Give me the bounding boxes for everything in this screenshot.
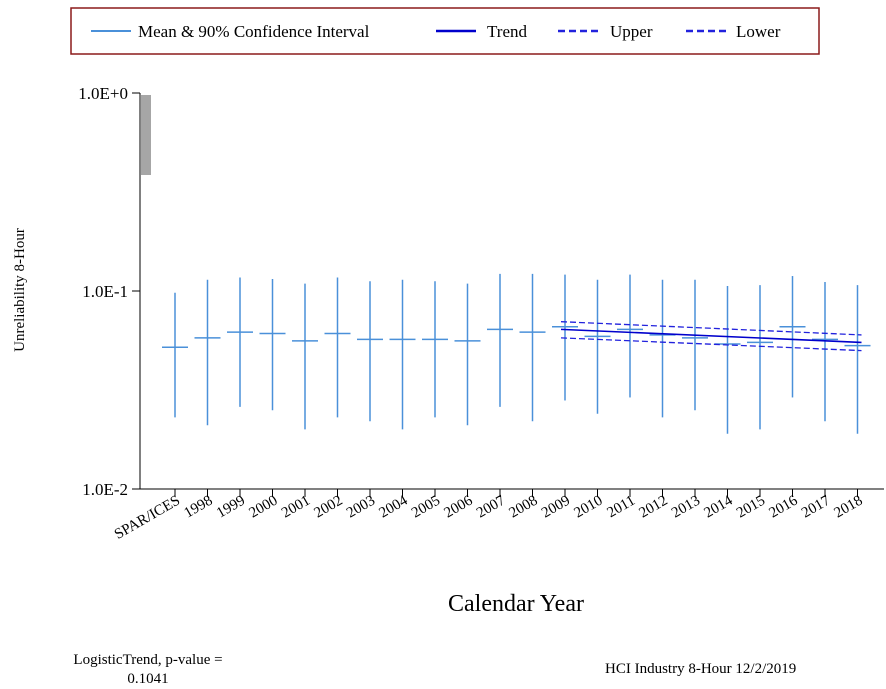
trend-test-label: LogisticTrend, p-value = [73,652,223,668]
legend-label-lower: Lower [736,22,781,41]
x-tick-label: 2008 [507,493,541,522]
x-tick-label: 2009 [539,493,573,522]
legend: Mean & 90% Confidence Interval Trend Upp… [70,7,820,55]
x-tick-label: 2017 [799,492,833,521]
x-tick-label: 2006 [442,492,476,521]
chart-source-note: HCI Industry 8-Hour 12/2/2019 [605,661,797,677]
x-tick-label: 2005 [409,493,443,522]
y-tick-label: 1.0E-2 [82,480,128,499]
x-ticks: SPAR/ICES1998199920002001200220032004200… [112,489,866,543]
x-tick-label: 2010 [572,493,606,522]
y-axis-minor-tick-band [141,95,151,175]
x-tick-label: 2001 [279,493,313,522]
trend-test-pvalue: 0.1041 [127,671,169,687]
x-tick-label: 2002 [312,493,346,522]
x-tick-label: 2018 [832,493,866,522]
y-tick-label: 1.0E-1 [82,282,128,301]
trend-line [560,328,862,344]
legend-label-trend: Trend [487,22,527,41]
axes [139,93,884,490]
plot-marks [162,273,871,434]
x-tick-label: SPAR/ICES [112,493,183,543]
x-tick-label: 2014 [702,492,736,521]
legend-label-mean-ci: Mean & 90% Confidence Interval [138,22,370,41]
y-axis-title: Unreliability 8-Hour [12,228,28,352]
lower-bound-line [560,337,862,352]
x-axis-title: Calendar Year [448,591,584,617]
x-tick-label: 2004 [377,492,411,521]
x-tick-label: 2003 [344,493,378,522]
trend-test-note: LogisticTrend, p-value = 0.1041 [38,651,258,689]
y-tick-label: 1.0E+0 [78,84,128,103]
x-tick-label: 2012 [637,493,671,522]
upper-bound-line [560,321,862,336]
x-tick-label: 1998 [182,493,216,522]
x-tick-label: 2013 [669,493,703,522]
legend-label-upper: Upper [610,22,653,41]
x-tick-label: 2016 [767,492,801,521]
x-tick-label: 2007 [474,492,508,521]
x-tick-label: 2015 [734,493,768,522]
y-ticks: 1.0E-2 1.0E-1 1.0E+0 [78,84,140,499]
x-tick-label: 2011 [604,493,638,522]
x-tick-label: 1999 [214,493,248,522]
x-tick-label: 2000 [247,493,281,522]
